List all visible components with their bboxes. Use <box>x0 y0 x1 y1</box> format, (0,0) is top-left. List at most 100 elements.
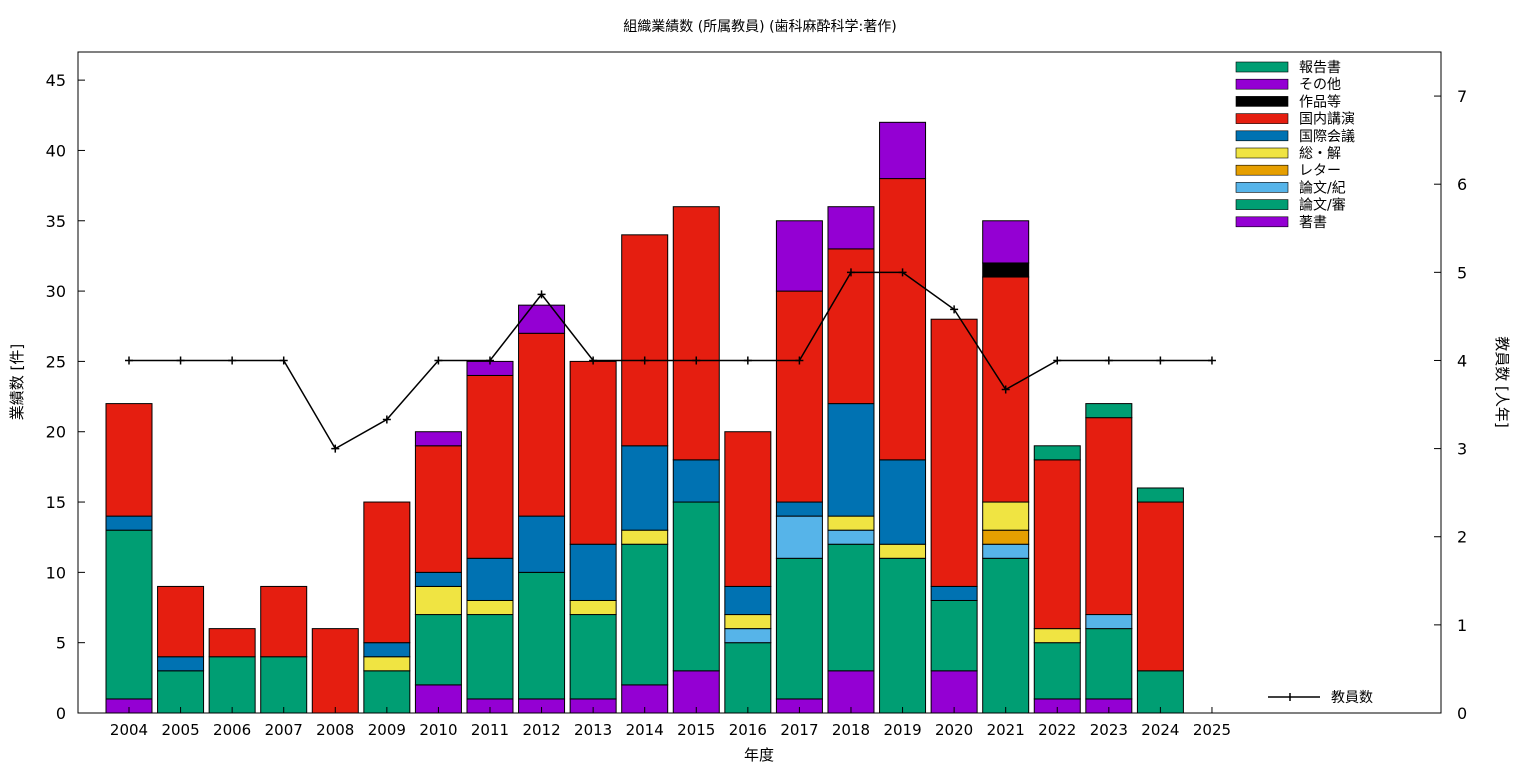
x-tick-label: 2018 <box>832 721 870 739</box>
bar-segment <box>672 501 720 672</box>
bar-segment <box>724 431 772 587</box>
bar-segment <box>879 543 927 559</box>
bar-segment <box>466 557 514 601</box>
x-tick-label: 2008 <box>316 721 354 739</box>
bar-segment <box>827 529 875 545</box>
y2-tick-label: 4 <box>1457 351 1467 370</box>
bar-segment <box>569 360 617 545</box>
y-tick-label: 30 <box>46 282 66 301</box>
line-point <box>279 356 288 365</box>
y-axis-label: 業績数 [件] <box>8 344 26 420</box>
bar-segment <box>724 585 772 616</box>
bar-segment <box>363 670 411 714</box>
bar-segment <box>414 445 462 573</box>
y2-tick-label: 1 <box>1457 616 1467 635</box>
bar-segment <box>1136 670 1184 714</box>
x-tick-label: 2021 <box>987 721 1025 739</box>
bar-segment <box>260 656 308 714</box>
bar-segment <box>466 599 514 616</box>
legend-swatch <box>1235 96 1289 107</box>
bar-segment <box>724 642 772 714</box>
x-tick-label: 2009 <box>368 721 406 739</box>
line-point <box>382 415 391 424</box>
chart-title: 組織業績数 (所属教員) (歯科麻酔科学:著作) <box>623 19 896 35</box>
y2-tick-label: 2 <box>1457 528 1467 547</box>
bar-stacks <box>105 121 1184 714</box>
x-axis-label: 年度 <box>744 746 774 764</box>
bar-segment <box>775 220 823 292</box>
x-tick-label: 2016 <box>729 721 767 739</box>
line-point <box>898 268 907 277</box>
x-tick-label: 2017 <box>780 721 818 739</box>
bar-segment <box>569 614 617 700</box>
bar-segment <box>879 178 927 461</box>
bar-segment <box>879 459 927 545</box>
bar-segment <box>827 515 875 531</box>
legend-label: 国際会議 <box>1299 128 1355 145</box>
legend-swatch <box>1235 61 1289 73</box>
bar-segment <box>1033 459 1081 630</box>
y-tick-label: 20 <box>46 423 66 442</box>
legend-swatch <box>1235 182 1289 193</box>
bar-segment <box>724 628 772 644</box>
bar-segment <box>724 614 772 630</box>
line-point <box>589 356 598 365</box>
legend-swatch <box>1235 113 1289 124</box>
line-point <box>537 290 546 299</box>
bar-segment <box>775 501 823 517</box>
line-point <box>640 356 649 365</box>
bar-segment <box>775 557 823 700</box>
y-tick-label: 5 <box>56 634 66 653</box>
y-tick-label: 10 <box>46 563 66 582</box>
x-tick-label: 2014 <box>626 721 664 739</box>
line-point <box>795 356 804 365</box>
y-tick-label: 45 <box>46 71 66 90</box>
legend-label: 報告書 <box>1299 60 1341 76</box>
legend-swatch <box>1235 216 1289 228</box>
line-point <box>228 356 237 365</box>
x-tick-label: 2023 <box>1090 721 1128 739</box>
y2-tick-label: 5 <box>1457 263 1467 282</box>
bar-segment <box>466 374 514 559</box>
bar-segment <box>1136 487 1184 503</box>
legend-label: 国内講演 <box>1299 112 1355 128</box>
bar-segment <box>518 304 566 334</box>
legend-swatch <box>1235 78 1289 90</box>
line-series <box>125 268 1216 453</box>
x-tick-label: 2005 <box>161 721 199 739</box>
line-point <box>1156 356 1165 365</box>
bar-segment <box>1085 403 1133 419</box>
x-tick-label: 2007 <box>265 721 303 739</box>
legend-label: 著書 <box>1299 215 1327 231</box>
line-point <box>1104 356 1113 365</box>
bar-segment <box>105 403 153 517</box>
bar-segment <box>466 614 514 700</box>
bar-segment <box>621 543 669 686</box>
bar-segment <box>982 501 1030 531</box>
bar-segment <box>157 670 205 714</box>
bar-segment <box>157 585 205 658</box>
bar-segment <box>982 220 1030 264</box>
legend-label: レター <box>1299 163 1341 179</box>
bar-segment <box>414 585 462 616</box>
bar-segment <box>879 121 927 180</box>
bar-segment <box>1136 501 1184 672</box>
legend-label: 総・解 <box>1299 146 1341 162</box>
bar-segment <box>1033 445 1081 461</box>
x-tick-label: 2010 <box>419 721 457 739</box>
bar-segment <box>569 543 617 601</box>
bar-segment <box>1033 628 1081 644</box>
bar-segment <box>363 642 411 658</box>
y-tick-label: 15 <box>46 493 66 512</box>
line-point <box>485 356 494 365</box>
legend-label: 論文/審 <box>1299 198 1346 214</box>
x-tick-label: 2011 <box>471 721 509 739</box>
bar-segment <box>827 403 875 517</box>
line-point <box>1053 356 1062 365</box>
bar-segment <box>363 656 411 672</box>
bar-segment <box>311 628 359 714</box>
bar-segment <box>569 599 617 616</box>
x-tick-label: 2020 <box>935 721 973 739</box>
x-tick-label: 2012 <box>522 721 560 739</box>
